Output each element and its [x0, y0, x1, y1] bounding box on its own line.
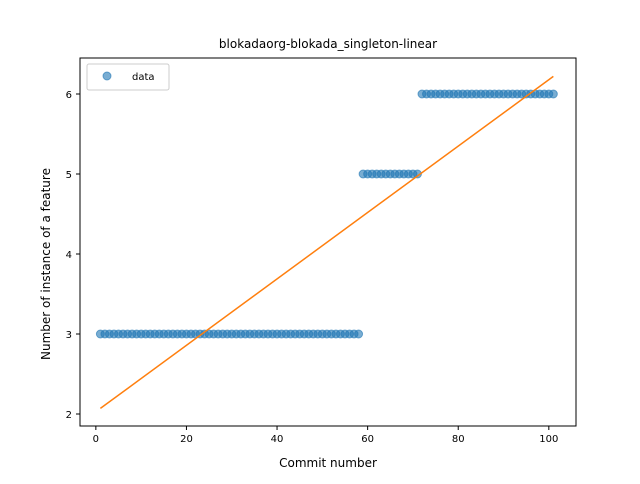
data-point [354, 329, 364, 339]
y-axis-label: Number of instance of a feature [39, 168, 53, 360]
legend-marker [102, 71, 112, 81]
x-tick-label: 40 [271, 434, 284, 445]
legend-frame [86, 63, 170, 91]
x-tick-label: 20 [180, 434, 193, 445]
legend: data [86, 63, 170, 91]
y-tick-label: 3 [66, 330, 72, 341]
data-point [412, 169, 422, 179]
x-tick-label: 0 [93, 434, 99, 445]
axes: 0 20 40 60 80 100 2 3 4 5 6 [66, 57, 577, 445]
plot-area [95, 75, 558, 410]
axes-frame [79, 57, 577, 427]
x-tick-label: 100 [539, 434, 558, 445]
x-tick-label: 60 [361, 434, 374, 445]
y-tick-label: 4 [66, 250, 72, 261]
y-tick-label: 6 [66, 90, 72, 101]
x-axis-label: Commit number [279, 456, 377, 470]
data-point [548, 89, 558, 99]
chart-title: blokadaorg-blokada_singleton-linear [219, 37, 437, 51]
y-tick-label: 5 [66, 170, 72, 181]
y-tick-label: 2 [66, 410, 72, 421]
fit-line [99, 75, 554, 410]
x-tick-label: 80 [452, 434, 465, 445]
legend-label-data: data [132, 72, 155, 83]
